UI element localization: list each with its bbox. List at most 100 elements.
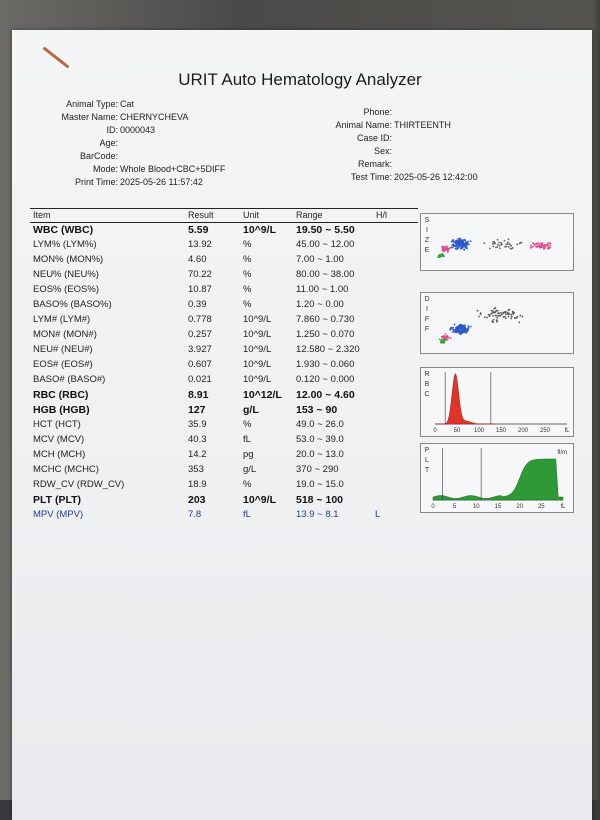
diff-point-blue	[449, 328, 451, 331]
size-point-pink	[532, 245, 534, 248]
diff-point-blue	[460, 328, 463, 331]
row-range: 0.120 ~ 0.000	[296, 374, 355, 385]
header-result: Result	[188, 210, 214, 220]
rbc-tick-label: 100	[474, 428, 485, 434]
row-item: HCT (HCT)	[33, 419, 81, 430]
size-point-blue	[460, 240, 463, 243]
rbc-label-letter: C	[424, 391, 430, 398]
size-point-pink	[544, 243, 546, 246]
header-range: Range	[296, 210, 323, 220]
size-point-blue	[454, 241, 457, 243]
row-result: 0.607	[188, 359, 212, 370]
row-item: MON% (MON%)	[33, 254, 104, 265]
size-point-pink	[446, 251, 449, 253]
size-point-pink	[540, 244, 543, 247]
diff-point-blue	[463, 328, 466, 330]
size-point-blue	[466, 247, 468, 250]
header-unit: Unit	[243, 210, 260, 220]
size-point-green	[438, 256, 441, 259]
row-range: 153 ~ 90	[296, 404, 338, 416]
info-field: BarCode:	[28, 151, 120, 161]
row-item: MCHC (MCHC)	[33, 464, 99, 475]
size-point-blue	[454, 247, 457, 250]
diff-point-blue	[458, 325, 460, 328]
row-item: MPV (MPV)	[33, 509, 84, 520]
diff-point-green	[443, 340, 446, 343]
size-point-gray	[511, 247, 514, 249]
diff-point-gray	[502, 316, 505, 318]
size-point-gray	[492, 245, 495, 248]
size-point-gray	[496, 243, 499, 246]
size-scatter-svg	[437, 237, 552, 259]
rbc-histogram-curve	[435, 372, 496, 425]
rbc-histogram-svg: 0 50 100 150 200 250 fL	[433, 372, 570, 434]
paper-shadow	[592, 0, 600, 800]
size-point-gray	[508, 246, 510, 248]
info-field: Phone:	[312, 107, 394, 117]
size-point-pink	[541, 242, 544, 245]
rbc-tick-label: fL	[564, 428, 570, 434]
info-field-value: Whole Blood+CBC+5DIFF	[120, 164, 226, 174]
size-point-pink	[549, 244, 552, 247]
size-point-blue	[464, 239, 467, 241]
row-result: 18.9	[188, 479, 207, 490]
size-point-pink	[543, 245, 546, 247]
size-point-blue	[456, 246, 459, 249]
diff-point-gray	[511, 311, 514, 313]
size-point-gray	[503, 239, 506, 242]
size-point-pink	[533, 243, 536, 246]
diff-label-letter: F	[424, 326, 430, 333]
diff-point-gray	[494, 314, 497, 317]
size-point-blue	[459, 238, 462, 240]
row-result: 5.59	[188, 224, 209, 236]
row-item: PLT (PLT)	[33, 494, 82, 506]
size-point-blue	[456, 242, 458, 245]
table-row: EOS% (EOS%) 10.87% 11.00 ~ 1.00	[33, 283, 423, 298]
plt-label-letter: P	[424, 447, 430, 454]
info-field: Animal Name: THIRTEENTH	[312, 120, 450, 130]
size-point-gray	[483, 242, 486, 244]
diff-point-pink	[446, 335, 449, 338]
row-unit: %	[243, 254, 252, 265]
plt-tick-label: 20	[516, 504, 523, 510]
size-point-pink	[446, 246, 449, 249]
size-point-gray	[509, 247, 512, 250]
size-point-blue	[460, 245, 463, 248]
row-result: 13.92	[188, 239, 212, 250]
size-point-gray	[498, 241, 500, 244]
diff-point-blue	[461, 324, 464, 326]
size-point-pink	[548, 242, 550, 244]
row-unit: 10^9/L	[243, 344, 272, 355]
size-point-blue	[464, 246, 467, 249]
row-range: 53.0 ~ 39.0	[296, 434, 344, 445]
plt-histogram-svg: fl/m 0 5 10 15 20 25 fL	[431, 448, 567, 510]
info-field-label: Master Name:	[61, 112, 118, 122]
size-point-blue	[458, 243, 460, 246]
table-row: LYM% (LYM%) 13.92% 45.00 ~ 12.00	[33, 238, 423, 253]
plt-tick-label: 10	[473, 504, 480, 510]
size-point-gray	[498, 247, 501, 250]
size-point-green	[441, 253, 444, 256]
diff-point-gray	[500, 313, 503, 316]
row-unit: 10^9/L	[243, 224, 276, 236]
diff-point-blue	[467, 326, 470, 329]
info-field-value: 2025-05-26 11:57:42	[120, 177, 203, 187]
diff-point-gray	[495, 310, 497, 312]
diff-point-green	[441, 339, 444, 342]
row-range: 518 ~ 100	[296, 494, 344, 506]
info-field: Mode: Whole Blood+CBC+5DIFF	[28, 164, 226, 174]
diff-point-gray	[519, 314, 522, 317]
row-item: NEU# (NEU#)	[33, 344, 93, 355]
plt-top-label: fl/m	[557, 450, 567, 456]
diff-point-blue	[467, 325, 470, 328]
info-field-label: Phone:	[363, 107, 392, 117]
row-result: 10.87	[188, 284, 212, 295]
row-range: 45.00 ~ 12.00	[296, 239, 355, 250]
header-flag: H/l	[376, 210, 387, 220]
table-row: BASO% (BASO%) 0.39% 1.20 ~ 0.00	[33, 298, 423, 313]
row-range: 19.50 ~ 5.50	[296, 224, 355, 236]
diff-point-gray	[521, 315, 524, 318]
diff-point-gray	[518, 321, 521, 324]
